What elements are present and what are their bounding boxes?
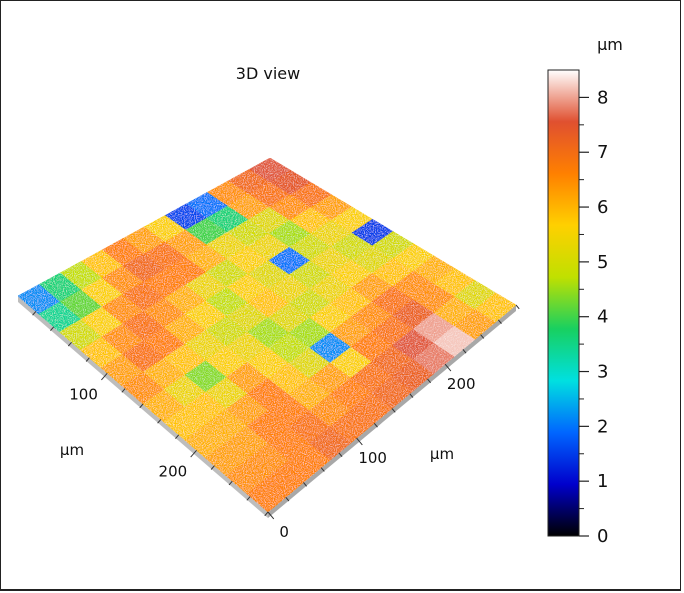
y-tick-label: 100	[69, 385, 98, 403]
surface-side-left	[18, 296, 268, 518]
x-tick-mark	[303, 482, 308, 487]
x-tick-mark	[320, 467, 325, 472]
x-tick-mark	[267, 511, 275, 520]
y-tick-mark	[190, 449, 197, 458]
x-axis-label: µm	[430, 445, 454, 463]
chart-title: 3D view	[236, 64, 300, 83]
x-tick-label: 0	[279, 523, 289, 541]
y-tick-mark	[67, 341, 72, 347]
colorbar-tick-label: 8	[597, 87, 608, 108]
x-tick-mark	[427, 378, 432, 384]
y-tick-mark	[50, 326, 55, 331]
x-tick-mark	[462, 349, 467, 354]
colorbar	[547, 69, 580, 537]
x-tick-mark	[497, 319, 502, 324]
colorbar-tick-label: 3	[597, 362, 608, 383]
y-tick-mark	[264, 511, 269, 517]
x-tick-label: 200	[447, 375, 476, 393]
y-tick-mark	[175, 434, 180, 439]
y-tick-mark	[85, 357, 90, 362]
surface-side-right	[268, 305, 516, 518]
x-tick-mark	[515, 304, 520, 310]
colorbar-tick-label: 7	[597, 142, 608, 163]
surface-map	[17, 157, 517, 513]
x-tick-mark	[356, 437, 363, 446]
colorbar-unit: µm	[597, 35, 623, 54]
x-tick-mark	[285, 496, 290, 502]
colorbar-tick-label: 4	[597, 307, 608, 328]
y-tick-mark	[157, 419, 162, 424]
y-tick-label: 200	[159, 462, 188, 480]
x-tick-mark	[373, 422, 378, 428]
x-tick-mark	[338, 452, 343, 458]
x-tick-mark	[480, 334, 485, 339]
y-tick-mark	[121, 388, 126, 393]
x-tick-label: 100	[358, 449, 387, 467]
y-axis-label: µm	[60, 441, 84, 459]
x-tick-mark	[409, 393, 414, 398]
y-tick-mark	[210, 465, 215, 470]
y-axis: 100 200	[32, 311, 269, 517]
x-tick-mark	[444, 363, 452, 372]
colorbar-tick-label: 5	[597, 252, 608, 273]
colorbar-tick-label: 0	[597, 526, 608, 547]
colorbar-tick-label: 2	[597, 416, 608, 437]
y-tick-mark	[246, 496, 251, 501]
surface-base	[18, 296, 516, 518]
y-tick-mark	[101, 372, 108, 381]
x-axis: 0 100 200	[267, 304, 520, 541]
colorbar-ticks: 0 1 2 3 4 5 6 7 8	[579, 87, 608, 547]
colorbar-tick-label: 1	[597, 471, 608, 492]
colorbar-tick-label: 6	[597, 197, 608, 218]
y-tick-mark	[32, 311, 37, 316]
y-tick-mark	[139, 403, 144, 409]
x-tick-mark	[391, 408, 396, 413]
y-tick-mark	[228, 480, 233, 486]
